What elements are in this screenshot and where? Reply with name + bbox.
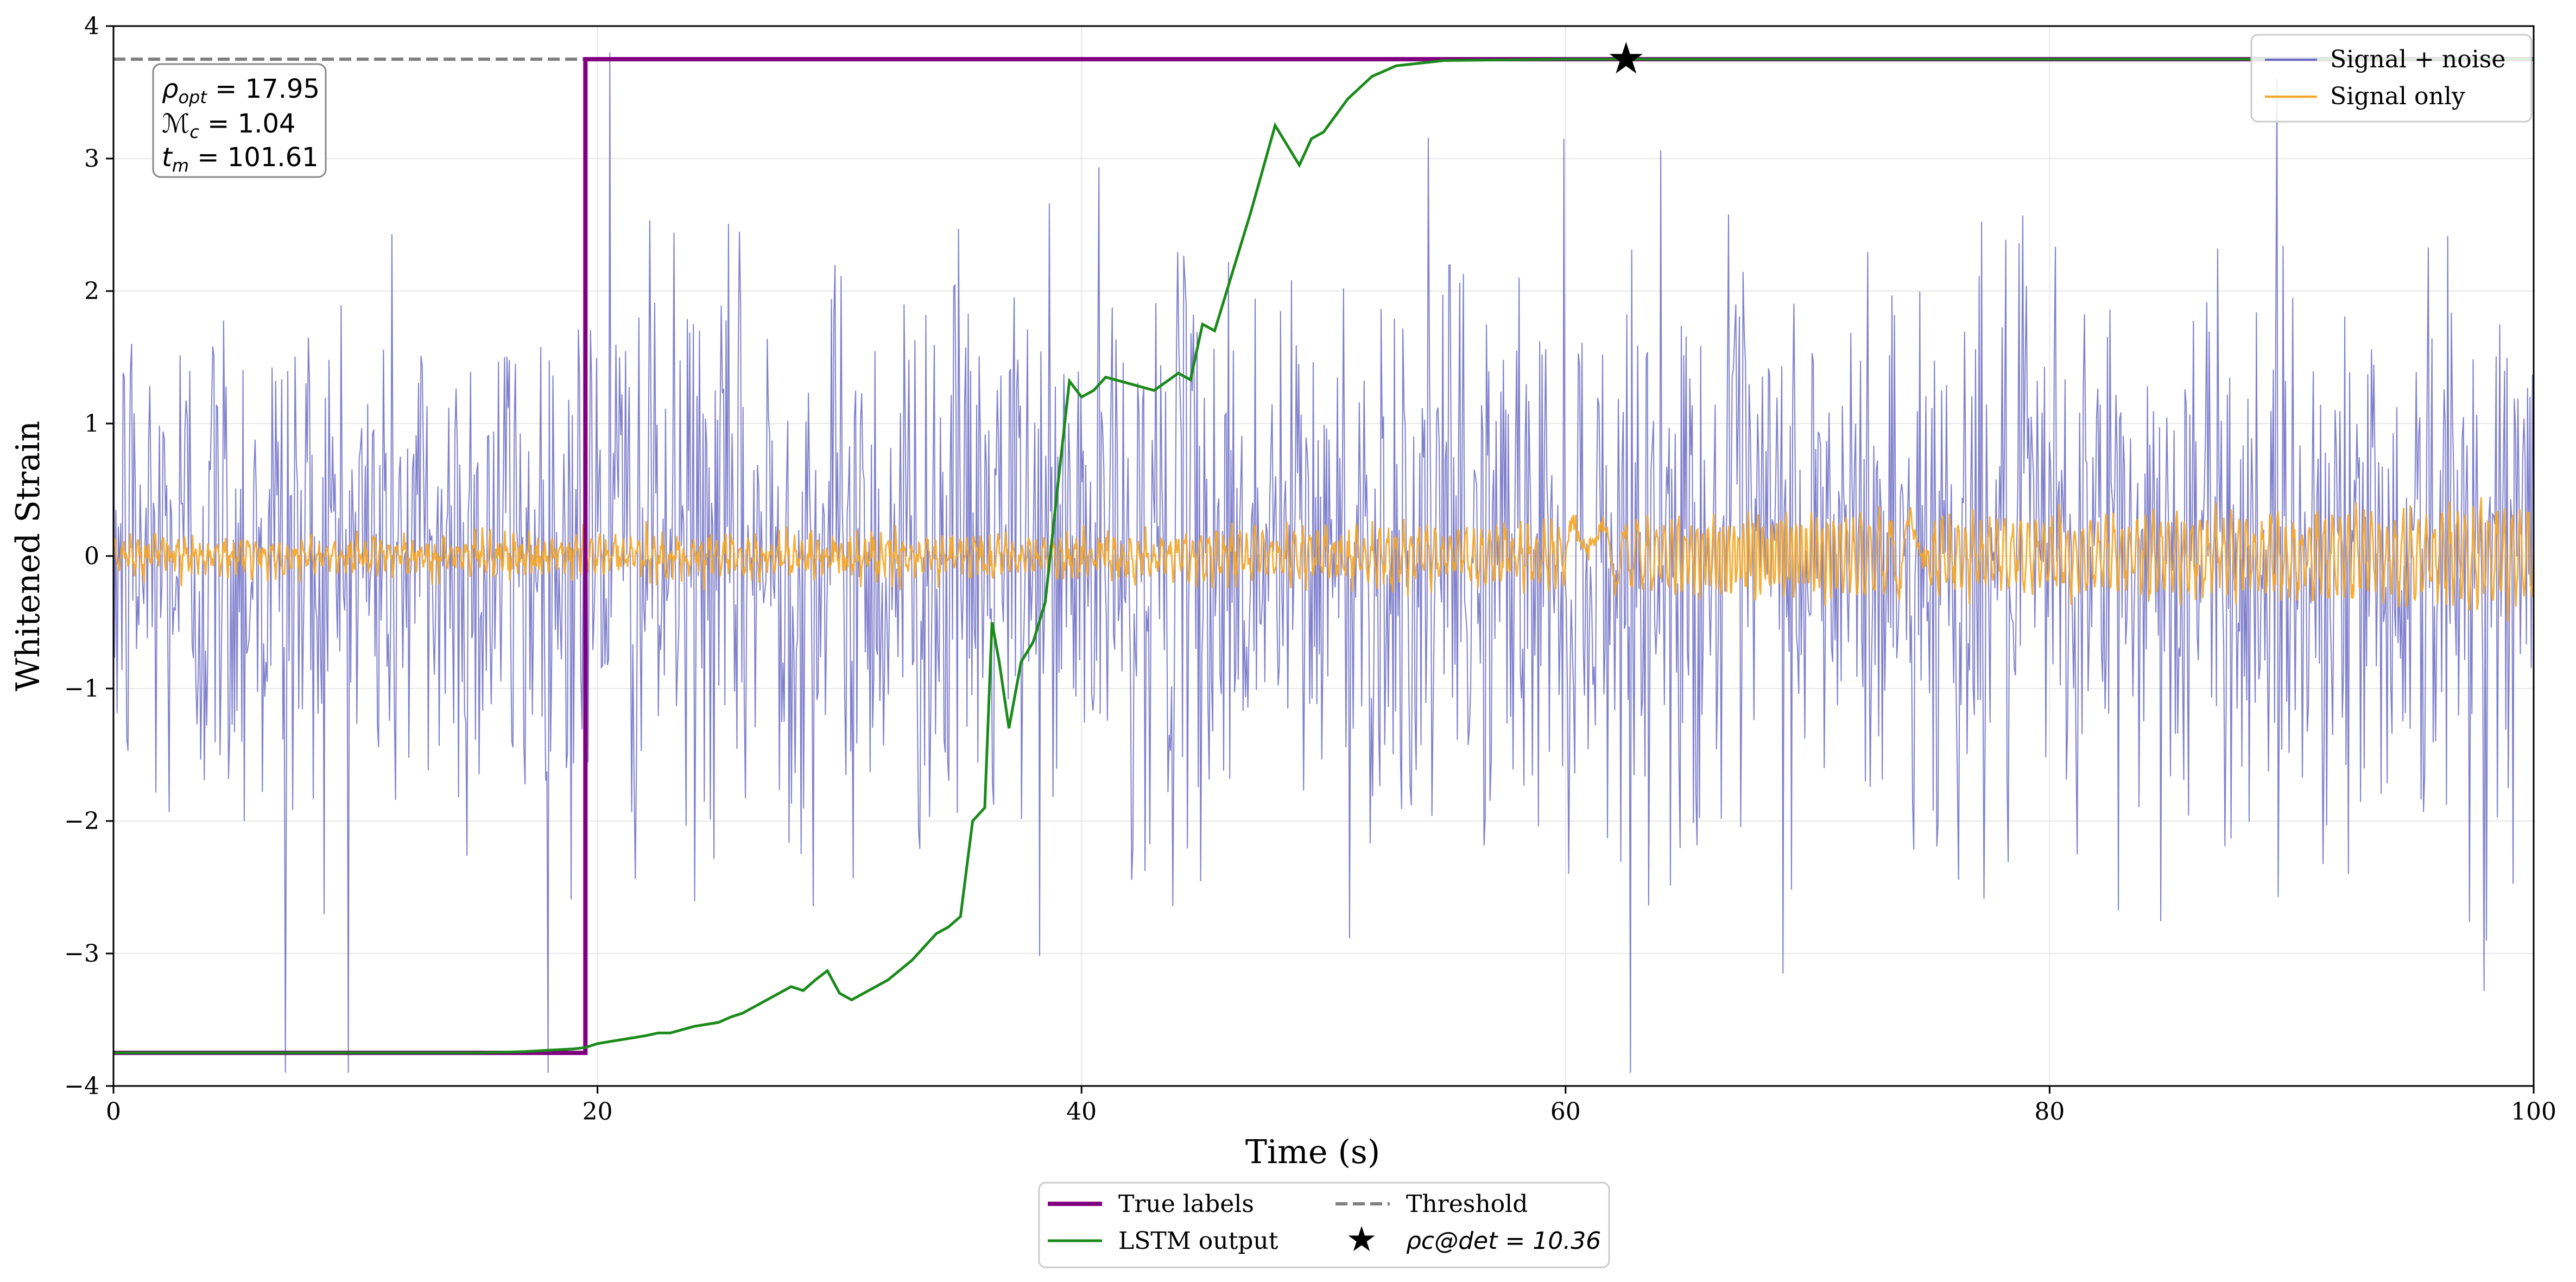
lstm-output-series (113, 58, 2534, 1054)
y-tick-label: 2 (84, 277, 99, 305)
parameter-rho-opt-symbol: ρ (162, 74, 178, 104)
legend-label-detection: ρc@det = 10.36 (1406, 1227, 1601, 1255)
parameter-chirp-mass: ℳc = 1.04 (162, 109, 296, 142)
lstm-output-line (113, 58, 2534, 1054)
parameter-chirp-mass-subscript: c (189, 122, 199, 142)
x-tick-label: 40 (1066, 1098, 1097, 1126)
x-ticks: 0 20 40 60 80 100 (106, 1086, 2556, 1126)
upper-legend-frame (2250, 34, 2533, 123)
parameter-rho-opt-subscript: opt (178, 87, 207, 108)
x-tick-label: 20 (583, 1098, 613, 1126)
x-tick-label: 100 (2511, 1098, 2556, 1126)
lower-legend-frame (1038, 1182, 1610, 1268)
legend-label-signal-plus-noise: Signal + noise (2330, 46, 2505, 73)
legend-swatch-detection-star-icon: ★ (1346, 1220, 1377, 1260)
x-tick-label: 60 (1550, 1098, 1581, 1126)
parameter-merger-time-subscript: m (172, 155, 189, 176)
x-tick-label: 0 (106, 1098, 121, 1126)
detection-star-icon: ★ (1606, 33, 1645, 84)
parameter-merger-time-value: = 101.61 (189, 142, 319, 173)
parameter-merger-time-symbol: t (162, 142, 173, 173)
parameter-merger-time: tm = 101.61 (162, 142, 319, 176)
detection-marker: ★ (1606, 33, 1645, 84)
y-tick-label: 1 (84, 410, 99, 438)
upper-legend: Signal + noise Signal only (2250, 34, 2533, 123)
y-tick-label: −4 (64, 1072, 99, 1100)
y-ticks: −4 −3 −2 −1 0 1 2 3 4 (64, 12, 113, 1100)
parameter-box-frame (152, 63, 327, 178)
y-tick-label: 4 (84, 12, 99, 40)
parameter-rho-opt: ρopt = 17.95 (162, 74, 320, 108)
signal-only-line (112, 497, 2535, 622)
y-tick-label: 3 (84, 145, 99, 173)
legend-label-threshold: Threshold (1406, 1190, 1528, 1218)
y-tick-label: −2 (64, 807, 99, 835)
parameter-rho-opt-value: = 17.95 (207, 74, 320, 104)
y-tick-label: −3 (64, 940, 99, 968)
lower-legend: True labels Threshold LSTM output ★ ρc@d… (1038, 1182, 1610, 1268)
parameter-chirp-mass-symbol: ℳ (162, 109, 189, 139)
x-axis-title: Time (s) (1245, 1133, 1380, 1171)
legend-label-lstm-output: LSTM output (1118, 1227, 1278, 1255)
y-tick-label: −1 (64, 675, 99, 703)
legend-label-true-labels: True labels (1118, 1190, 1254, 1218)
y-axis-title: Whitened Strain (9, 421, 47, 691)
signal-only-series (112, 497, 2535, 622)
legend-label-signal-only: Signal only (2330, 83, 2465, 110)
parameter-box: ρopt = 17.95 ℳc = 1.04 tm = 101.61 (152, 63, 327, 178)
y-tick-label: 0 (84, 542, 99, 570)
parameter-chirp-mass-value: = 1.04 (199, 109, 296, 139)
x-tick-label: 80 (2034, 1098, 2065, 1126)
